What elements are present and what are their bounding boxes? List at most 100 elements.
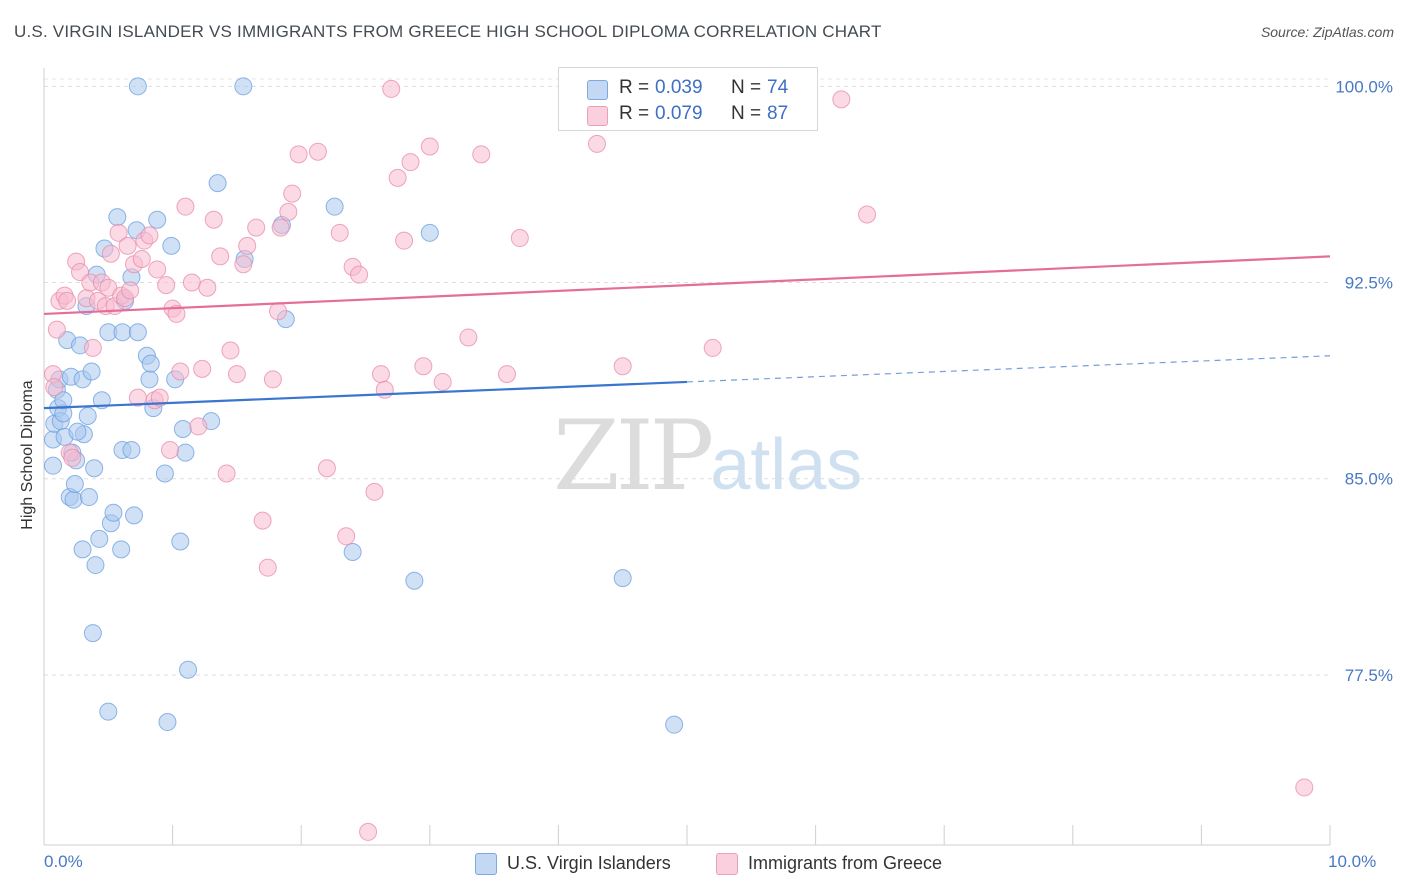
- point-virgin-islanders: [405, 571, 424, 590]
- point-virgin-islanders: [128, 323, 147, 342]
- legend-swatch-pink: [716, 853, 738, 875]
- legend-r-value: 0.079: [655, 103, 703, 124]
- watermark: ZIPatlas: [553, 400, 862, 512]
- point-greece: [279, 202, 298, 221]
- point-greece: [414, 357, 433, 376]
- point-greece: [613, 357, 632, 376]
- point-greece: [401, 153, 420, 172]
- point-greece: [472, 145, 491, 164]
- point-greece: [161, 440, 180, 459]
- y-tick-label: 92.5%: [1345, 274, 1393, 293]
- point-virgin-islanders: [140, 370, 159, 389]
- point-virgin-islanders: [208, 174, 227, 193]
- point-greece: [283, 184, 302, 203]
- point-virgin-islanders: [179, 660, 198, 679]
- point-greece: [148, 260, 167, 279]
- y-tick-label: 77.5%: [1345, 666, 1393, 685]
- point-greece: [330, 223, 349, 242]
- point-greece: [359, 822, 378, 841]
- point-greece: [271, 218, 290, 237]
- point-virgin-islanders: [125, 506, 144, 525]
- point-virgin-islanders: [613, 569, 632, 588]
- point-greece: [150, 388, 169, 407]
- point-virgin-islanders: [64, 490, 83, 509]
- legend-n-value: 87: [767, 103, 789, 124]
- legend-n-label: N =: [731, 77, 762, 98]
- point-greece: [308, 142, 327, 161]
- point-greece: [247, 218, 266, 237]
- point-greece: [365, 482, 384, 501]
- point-virgin-islanders: [343, 542, 362, 561]
- point-virgin-islanders: [420, 223, 439, 242]
- point-virgin-islanders: [86, 556, 105, 575]
- point-greece: [395, 231, 414, 250]
- point-greece: [211, 247, 230, 266]
- legend-n-label: N =: [731, 103, 762, 124]
- point-virgin-islanders: [85, 459, 104, 478]
- point-virgin-islanders: [155, 464, 174, 483]
- point-greece: [269, 302, 288, 321]
- point-virgin-islanders: [73, 540, 92, 559]
- point-greece: [101, 244, 120, 263]
- point-virgin-islanders: [234, 77, 253, 96]
- point-virgin-islanders: [44, 456, 63, 475]
- legend-label: Immigrants from Greece: [748, 853, 943, 873]
- point-greece: [109, 223, 128, 242]
- point-greece: [289, 145, 308, 164]
- point-virgin-islanders: [162, 236, 181, 255]
- point-greece: [193, 359, 212, 378]
- point-greece: [83, 338, 102, 357]
- point-greece: [204, 210, 223, 229]
- point-virgin-islanders: [83, 624, 102, 643]
- point-greece: [121, 281, 140, 300]
- point-virgin-islanders: [90, 529, 109, 548]
- point-greece: [703, 338, 722, 357]
- point-greece: [234, 255, 253, 274]
- legend-row-greece: R = 0.079 N = 87: [559, 100, 817, 128]
- point-greece: [371, 365, 390, 384]
- point-virgin-islanders: [325, 197, 344, 216]
- point-greece: [459, 328, 478, 347]
- point-greece: [587, 134, 606, 153]
- point-virgin-islanders: [128, 77, 147, 96]
- point-virgin-islanders: [158, 713, 177, 732]
- point-greece: [47, 320, 66, 339]
- legend-r-label: R =: [619, 77, 650, 98]
- point-greece: [118, 236, 137, 255]
- point-greece: [238, 236, 257, 255]
- legend-row-virgin-islanders: R = 0.039 N = 74: [559, 74, 817, 102]
- stats-legend: R = 0.039 N = 74 R = 0.079 N = 87: [558, 67, 818, 131]
- point-greece: [388, 168, 407, 187]
- point-greece: [171, 362, 190, 381]
- point-greece: [227, 365, 246, 384]
- point-virgin-islanders: [108, 208, 127, 227]
- point-greece: [45, 378, 64, 397]
- point-greece: [157, 276, 176, 295]
- legend-swatch-blue: [587, 80, 608, 100]
- point-virgin-islanders: [54, 391, 73, 410]
- point-greece: [858, 205, 877, 224]
- point-greece: [221, 341, 240, 360]
- source-label: Source: ZipAtlas.com: [1260, 24, 1394, 40]
- point-virgin-islanders: [78, 406, 97, 425]
- legend-r-label: R =: [619, 103, 650, 124]
- legend-n-value: 74: [767, 77, 789, 98]
- legend-r-value: 0.039: [655, 77, 703, 98]
- point-greece: [375, 380, 394, 399]
- point-greece: [420, 137, 439, 156]
- point-virgin-islanders: [99, 702, 118, 721]
- point-virgin-islanders: [104, 503, 123, 522]
- point-greece: [1295, 778, 1314, 797]
- point-greece: [497, 365, 516, 384]
- legend-swatch-blue: [475, 853, 497, 875]
- point-greece: [263, 370, 282, 389]
- watermark-zip: ZIP: [553, 400, 714, 512]
- point-virgin-islanders: [148, 210, 167, 229]
- trend-lines: [43, 255, 1331, 410]
- point-greece: [433, 372, 452, 391]
- point-virgin-islanders: [113, 323, 132, 342]
- x-tick-label-min: 0.0%: [44, 852, 83, 871]
- point-greece: [510, 229, 529, 248]
- point-virgin-islanders: [68, 422, 87, 441]
